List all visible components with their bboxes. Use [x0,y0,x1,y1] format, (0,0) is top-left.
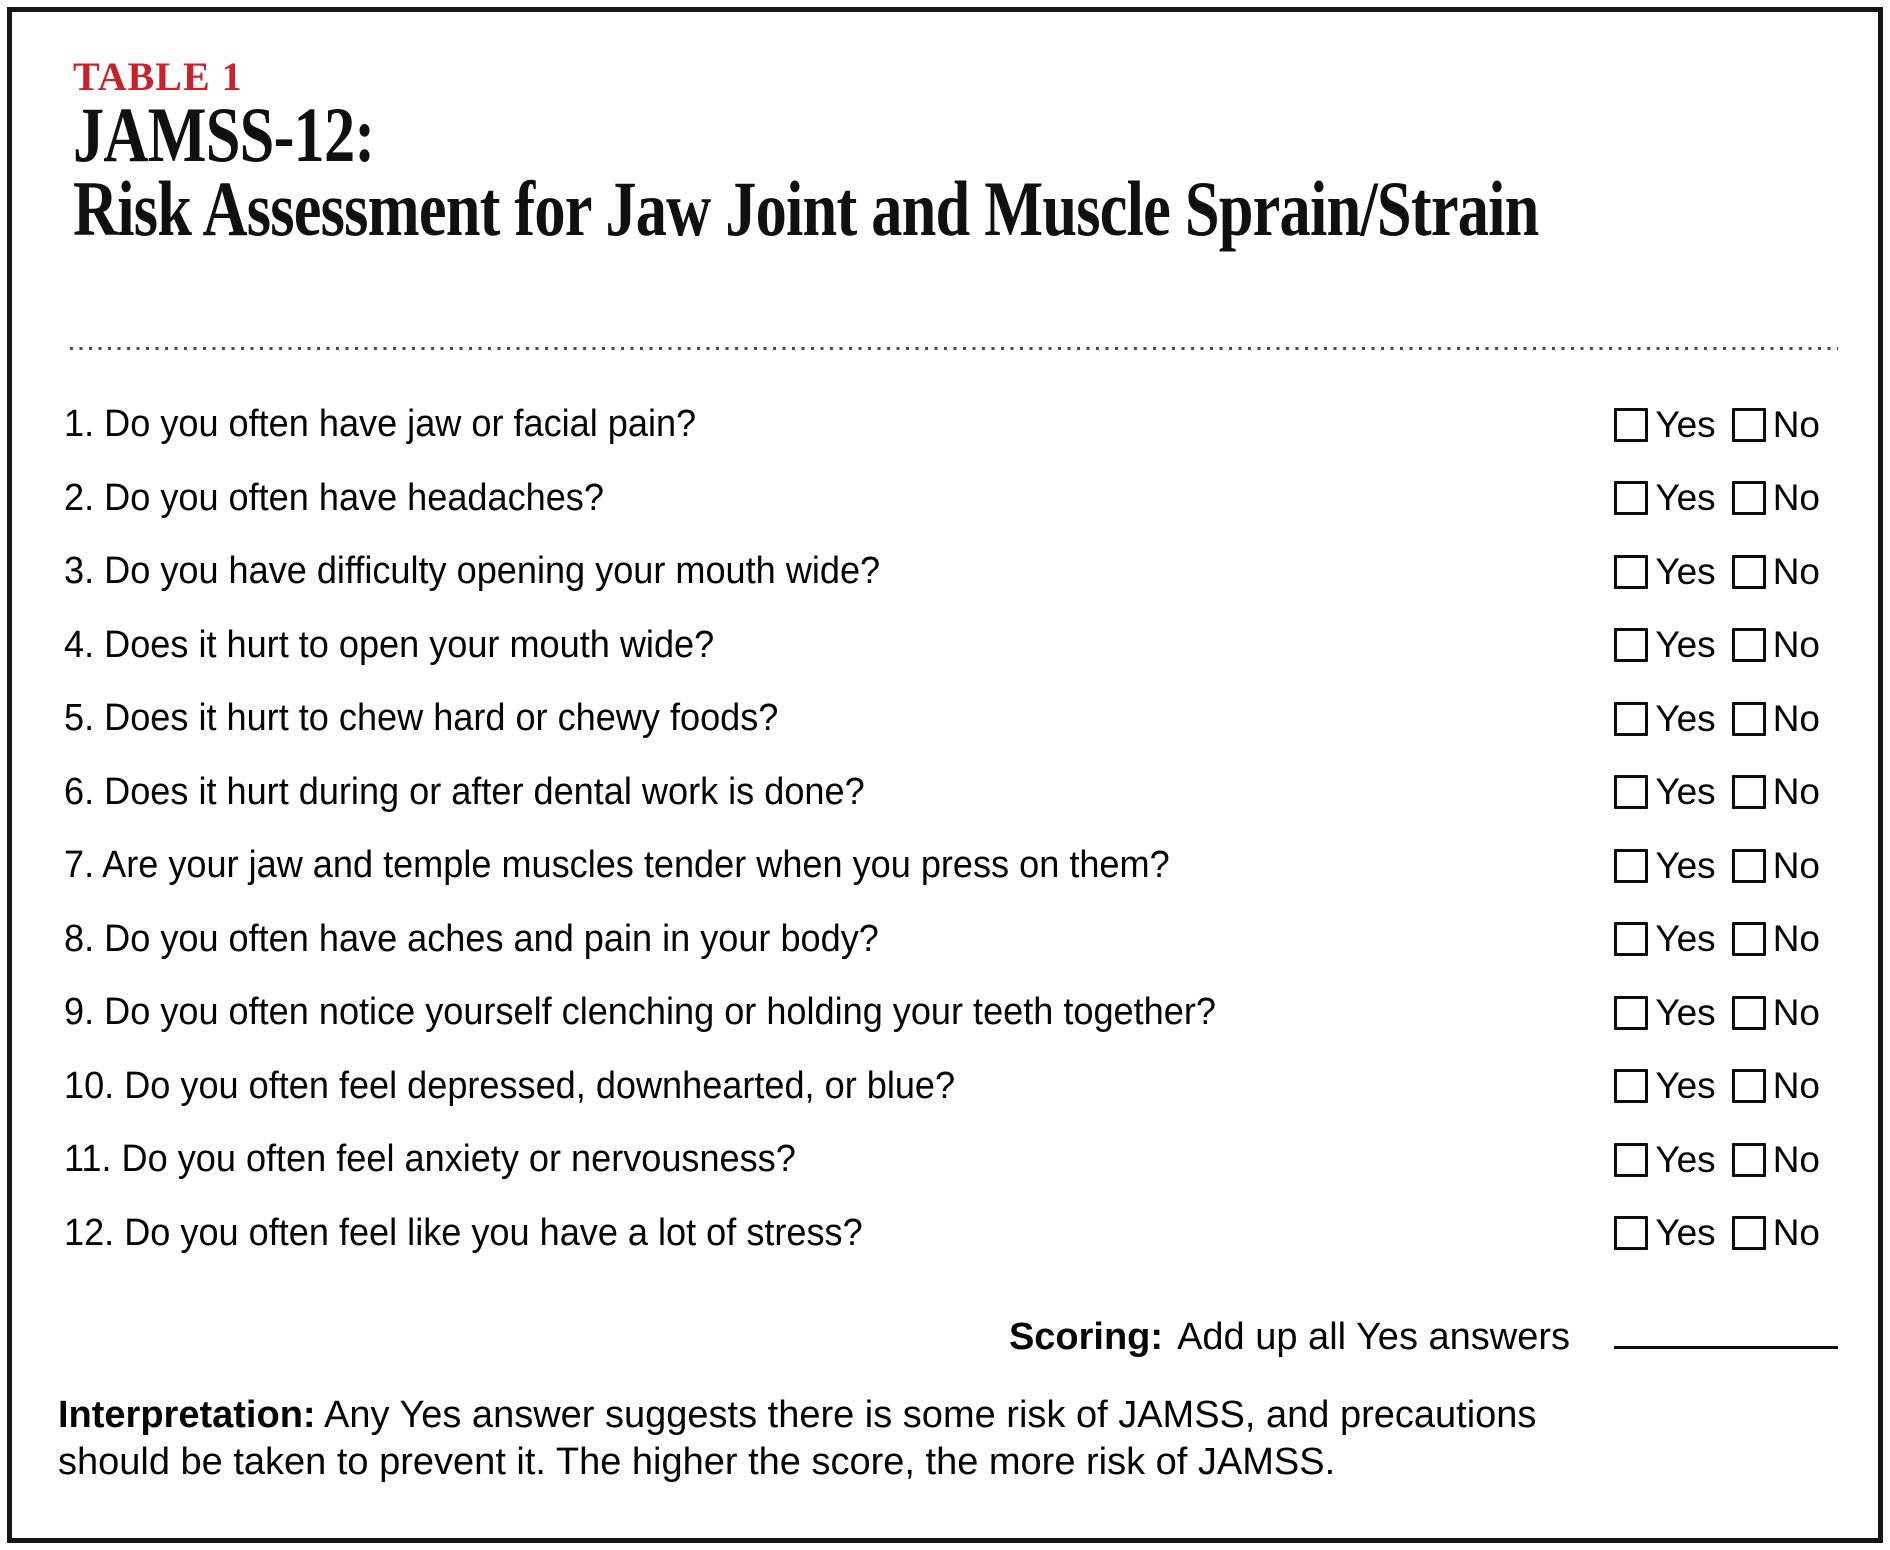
question-list: 1. Do you often have jaw or facial pain?… [64,388,1820,1270]
question-text: 1. Do you often have jaw or facial pain? [64,403,697,446]
no-checkbox[interactable] [1731,628,1766,663]
no-checkbox[interactable] [1731,407,1766,442]
score-blank-field[interactable] [1614,1340,1838,1349]
question-text: 7. Are your jaw and temple muscles tende… [64,844,1170,887]
no-label: No [1772,477,1820,519]
answer-options: Yes No [1614,845,1820,887]
no-label: No [1772,550,1820,592]
question-text: 12. Do you often feel like you have a lo… [64,1211,863,1254]
yes-label: Yes [1655,918,1716,960]
yes-checkbox[interactable] [1614,628,1649,663]
question-text: 10. Do you often feel depressed, downhea… [64,1064,956,1107]
no-label: No [1772,403,1820,445]
yes-label: Yes [1655,844,1716,886]
question-text: 8. Do you often have aches and pain in y… [64,917,879,960]
page-title: JAMSS-12: Risk Assessment for Jaw Joint … [73,91,1539,252]
no-label: No [1772,844,1820,886]
no-label: No [1772,697,1820,739]
no-label: No [1772,624,1820,666]
answer-options: Yes No [1614,1139,1820,1181]
question-text: 2. Do you often have headaches? [64,476,604,519]
question-text: 9. Do you often notice yourself clenchin… [64,991,1216,1034]
no-label: No [1772,771,1820,813]
scoring-label: Scoring: [1008,1316,1164,1358]
question-row: 11. Do you often feel anxiety or nervous… [64,1123,1820,1197]
no-label: No [1772,1212,1820,1254]
no-label: No [1772,991,1820,1033]
no-label: No [1772,1138,1820,1180]
answer-options: Yes No [1614,698,1820,740]
yes-checkbox[interactable] [1614,1142,1649,1177]
no-checkbox[interactable] [1731,481,1766,516]
yes-label: Yes [1655,1138,1716,1180]
yes-checkbox[interactable] [1614,554,1649,589]
answer-options: Yes No [1614,551,1820,593]
answer-options: Yes No [1614,1065,1820,1107]
question-row: 8. Do you often have aches and pain in y… [64,903,1820,977]
answer-options: Yes No [1614,918,1820,960]
question-text: 3. Do you have difficulty opening your m… [64,550,881,593]
interpretation: Interpretation: Any Yes answer suggests … [58,1392,1848,1486]
question-row: 7. Are your jaw and temple muscles tende… [64,829,1820,903]
question-row: 12. Do you often feel like you have a lo… [64,1197,1820,1271]
no-checkbox[interactable] [1731,701,1766,736]
question-row: 4. Does it hurt to open your mouth wide?… [64,609,1820,683]
question-row: 3. Do you have difficulty opening your m… [64,535,1820,609]
no-checkbox[interactable] [1731,995,1766,1030]
no-checkbox[interactable] [1731,922,1766,957]
scoring-text: Add up all Yes answers [1177,1316,1570,1358]
title-line-2: Risk Assessment for Jaw Joint and Muscle… [73,165,1539,252]
answer-options: Yes No [1614,1212,1820,1254]
yes-checkbox[interactable] [1614,481,1649,516]
no-checkbox[interactable] [1731,1142,1766,1177]
question-text: 6. Does it hurt during or after dental w… [64,770,865,813]
yes-checkbox[interactable] [1614,701,1649,736]
answer-options: Yes No [1614,477,1820,519]
table-label: TABLE 1 [73,54,243,99]
yes-label: Yes [1655,403,1716,445]
yes-checkbox[interactable] [1614,922,1649,957]
dotted-divider [70,347,1838,350]
yes-label: Yes [1655,550,1716,592]
yes-checkbox[interactable] [1614,1069,1649,1104]
question-text: 5. Does it hurt to chew hard or chewy fo… [64,697,779,740]
interpretation-text-line-2: should be taken to prevent it. The highe… [58,1441,1336,1483]
question-row: 2. Do you often have headaches? Yes No [64,462,1820,536]
question-row: 6. Does it hurt during or after dental w… [64,756,1820,830]
yes-label: Yes [1655,771,1716,813]
no-checkbox[interactable] [1731,1069,1766,1104]
yes-checkbox[interactable] [1614,775,1649,810]
yes-checkbox[interactable] [1614,1216,1649,1251]
yes-label: Yes [1655,624,1716,666]
no-checkbox[interactable] [1731,848,1766,883]
answer-options: Yes No [1614,624,1820,666]
interpretation-text-line-1: Any Yes answer suggests there is some ri… [324,1394,1537,1436]
title-line-1: JAMSS-12: [73,91,375,178]
question-text: 4. Does it hurt to open your mouth wide? [64,623,715,666]
yes-label: Yes [1655,477,1716,519]
question-row: 1. Do you often have jaw or facial pain?… [64,388,1820,462]
question-row: 10. Do you often feel depressed, downhea… [64,1050,1820,1124]
yes-checkbox[interactable] [1614,995,1649,1030]
no-checkbox[interactable] [1731,554,1766,589]
scoring-row: Scoring: Add up all Yes answers [1009,1316,1838,1359]
no-checkbox[interactable] [1731,775,1766,810]
answer-options: Yes No [1614,404,1820,446]
yes-checkbox[interactable] [1614,848,1649,883]
no-label: No [1772,918,1820,960]
yes-label: Yes [1655,1065,1716,1107]
answer-options: Yes No [1614,992,1820,1034]
interpretation-label: Interpretation: [58,1394,316,1436]
yes-label: Yes [1655,991,1716,1033]
question-text: 11. Do you often feel anxiety or nervous… [64,1138,796,1181]
yes-label: Yes [1655,697,1716,739]
no-label: No [1772,1065,1820,1107]
question-row: 5. Does it hurt to chew hard or chewy fo… [64,682,1820,756]
no-checkbox[interactable] [1731,1216,1766,1251]
yes-label: Yes [1655,1212,1716,1254]
question-row: 9. Do you often notice yourself clenchin… [64,976,1820,1050]
yes-checkbox[interactable] [1614,407,1649,442]
answer-options: Yes No [1614,771,1820,813]
